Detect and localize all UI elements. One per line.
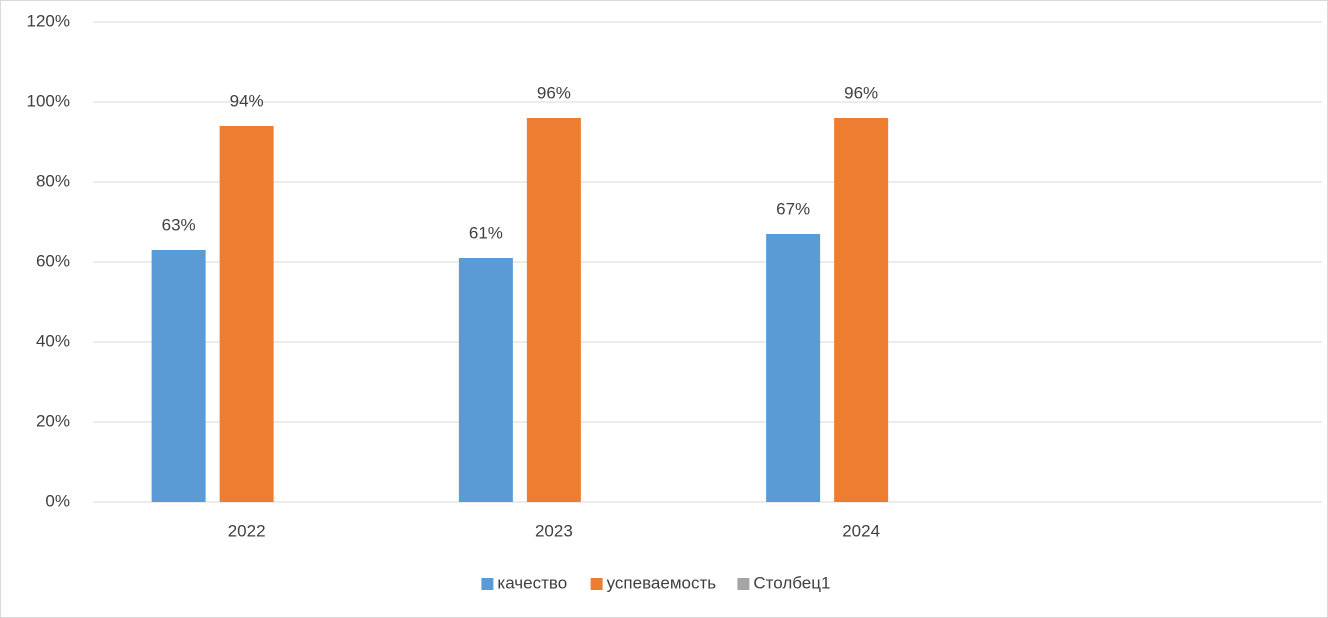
data-label: 63% [162,215,196,234]
legend-swatch [737,578,750,590]
bar [766,234,821,502]
y-tick-label: 80% [36,171,70,190]
y-tick-label: 120% [27,11,70,30]
legend-swatch [590,578,603,590]
y-tick-label: 20% [36,411,70,430]
x-tick-label: 2023 [535,521,573,540]
data-label: 94% [230,91,264,110]
y-tick-label: 60% [36,251,70,270]
y-tick-label: 40% [36,331,70,350]
legend-label: качество [497,573,567,592]
data-label: 67% [776,199,810,218]
x-tick-label: 2022 [228,521,266,540]
bar [526,118,581,502]
data-label: 61% [469,223,503,242]
legend-swatch [481,578,494,590]
data-label: 96% [844,83,878,102]
legend-label: успеваемость [607,573,717,592]
bar [834,118,889,502]
y-tick-label: 100% [27,91,70,110]
bar [219,126,274,502]
y-tick-label: 0% [45,491,70,510]
legend-label: Столбец1 [753,573,830,592]
x-tick-label: 2024 [842,521,880,540]
bar [458,258,513,502]
bar [151,250,206,502]
data-label: 96% [537,83,571,102]
